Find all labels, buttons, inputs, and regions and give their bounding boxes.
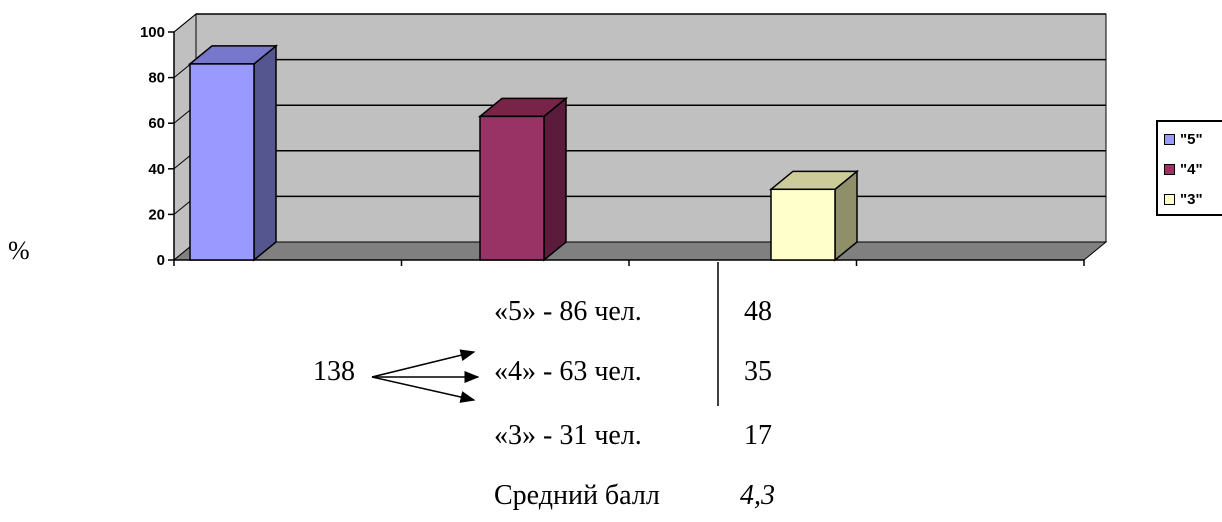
- y-axis-label: %: [8, 236, 30, 265]
- stat-row-label: «5» - 86 чел.: [494, 296, 642, 327]
- y-tick-label: 80: [148, 70, 165, 87]
- average-value: 4,3: [740, 480, 775, 511]
- arrow-icon: [371, 349, 476, 378]
- bar: [479, 115, 545, 261]
- y-tick-label: 60: [148, 115, 165, 132]
- stat-row-label: «3» - 31 чел.: [494, 420, 642, 451]
- stat-row-label: «4» - 63 чел.: [494, 356, 642, 387]
- legend-label: "3": [1180, 190, 1203, 208]
- y-axis: 0 20 40 60 80 100: [140, 24, 1085, 269]
- legend-swatch: [1164, 163, 1175, 175]
- stat-row-value: 48: [744, 296, 772, 327]
- average-label: Средний балл: [494, 480, 660, 511]
- legend-item: "3": [1164, 190, 1203, 208]
- bar: [770, 188, 836, 261]
- legend-label: "4": [1180, 160, 1203, 178]
- legend-swatch: [1164, 193, 1175, 205]
- total-count: 138: [313, 356, 355, 387]
- gridline-diagonal: [173, 13, 197, 33]
- legend-item: "5": [1164, 130, 1203, 148]
- stat-row-value: 35: [744, 356, 772, 387]
- y-tick-label: 0: [157, 252, 165, 269]
- chart-legend: "5" "4" "3": [1156, 120, 1222, 216]
- legend-label: "5": [1180, 130, 1203, 148]
- y-tick-label: 100: [140, 24, 165, 41]
- y-tick-label: 20: [148, 206, 165, 223]
- bar: [189, 63, 255, 261]
- y-tick-label: 40: [148, 161, 165, 178]
- stat-row-value: 17: [744, 420, 772, 451]
- legend-item: "4": [1164, 160, 1203, 178]
- legend-swatch: [1164, 133, 1175, 145]
- bars: [187, 44, 860, 262]
- bar-chart: 0 20 40 60 80 100 %: [8, 12, 1108, 269]
- arrow-icon: [371, 376, 476, 403]
- gridlines: [173, 13, 1106, 215]
